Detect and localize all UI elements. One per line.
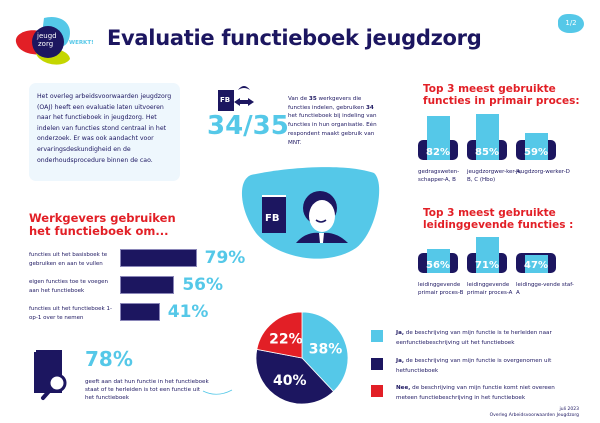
usage-description: Van de 35 werkgevers die functies indele… (288, 95, 383, 147)
bar (427, 116, 450, 160)
bar-value-label: 56% (182, 275, 224, 295)
text: 35 (308, 96, 317, 102)
bar-value-label: 56% (426, 260, 450, 271)
leading-chart-title: Top 3 meest gebruikte leidinggevende fun… (423, 207, 574, 231)
fb-label: FB (265, 213, 280, 224)
text: werkgevers die functies indelen, gebruik… (288, 96, 366, 111)
page-number-badge: 1/2 (558, 14, 584, 33)
bar-category-label: functies uit het basisboek te gebruiken … (29, 252, 108, 267)
primary-chart-title: Top 3 meest gebruikte functies in primai… (423, 83, 580, 107)
logo-tagline: WERKT! (69, 40, 94, 46)
text: Van de (288, 96, 309, 102)
legend-swatch (371, 330, 383, 342)
pie-value-label: 40% (273, 373, 307, 389)
bar-category-label: eigen functies toe te voegen aan het fun… (29, 279, 108, 294)
book-people-icon: FB (218, 82, 254, 112)
hero-illustration: FB (236, 163, 386, 263)
pie-slice (301, 311, 349, 393)
usage-stat: 34/35 (207, 111, 289, 141)
legend-bold: Ja, (396, 358, 404, 364)
pie-chart: 38%40% 22% (255, 311, 349, 405)
legend-item: Ja, de beschrijving van mijn functie is … (396, 357, 576, 376)
footer-date: juli 2023 (559, 407, 580, 412)
bar-category-label: leidingge-vende staf-A (516, 282, 574, 296)
bar-value-label: 47% (524, 260, 548, 271)
bar-category-label: functies uit het functieboek 1-op-1 over… (29, 306, 112, 321)
legend-text: de beschrijving van mijn functie komt ni… (396, 385, 555, 401)
legend-swatch (371, 358, 383, 370)
text: het functie­boek bij indeling van functi… (288, 113, 377, 146)
fb-label: FB (220, 96, 231, 104)
legend-item: Ja, de beschrijving van mijn functie is … (396, 329, 576, 348)
bar (525, 255, 548, 273)
bar-value-label: 71% (475, 260, 499, 271)
legend-text: de beschrijving van mijn functie is te h… (396, 330, 552, 346)
legend-bold: Nee, (396, 385, 411, 391)
legend-text: de beschrijving van mijn functie is over… (396, 358, 552, 374)
arrow-icon (202, 389, 233, 395)
bar (476, 237, 499, 273)
bar (120, 303, 160, 321)
bar (120, 249, 197, 267)
logo-text: jeugd (37, 32, 57, 40)
bar-category-label: leidinggevende primair proces-B (418, 282, 464, 296)
bar-value-label: 41% (167, 302, 209, 322)
logo-text: zorg (38, 40, 54, 48)
bar (427, 248, 450, 273)
traceable-text: geeft aan dat hun functie in het functie… (85, 379, 209, 401)
book-search-icon (33, 350, 69, 402)
pie-value-label: 22% (269, 332, 303, 348)
legend-bold: Ja, (396, 330, 404, 336)
bar-category-label: leidinggevende primair proces-A (467, 282, 513, 296)
logo: jeugd zorg WERKT! (14, 14, 94, 66)
bar (120, 276, 175, 294)
page-title: Evaluatie functieboek jeugdzorg (107, 26, 482, 50)
bar-category-label: gedragsweten-schapper-A, B (418, 169, 460, 183)
bar-value-label: 79% (204, 248, 246, 268)
pie-slice (255, 348, 335, 405)
legend-item: Nee, de beschrijving van mijn functie ko… (396, 384, 576, 403)
employers-chart-title: Werkgevers gebruiken het functieboek om.… (29, 211, 176, 238)
pie-slice (256, 311, 303, 359)
bar-value-label: 82% (426, 147, 450, 158)
traceable-stat: 78% (85, 347, 133, 371)
pie-value-label: 38% (309, 342, 343, 358)
bar (476, 113, 499, 160)
bar-category-label: jeugdzorgwer-ker-A, B, C (Hbo) (467, 169, 522, 183)
legend-swatch (371, 385, 383, 397)
bar-value-label: 85% (475, 147, 499, 158)
bar (525, 133, 548, 160)
bar-value-label: 59% (524, 147, 548, 158)
text: 34 (365, 104, 374, 111)
footer-org: Overleg Arbeidsvoorwaarden Jeugdzorg (489, 413, 579, 418)
intro-box: Het overleg arbeidsvoorwaarden jeugdzorg… (29, 83, 180, 181)
bar-category-label: jeugdzorg-werker-D (516, 169, 570, 175)
